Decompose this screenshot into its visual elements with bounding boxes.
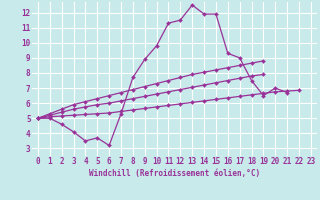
X-axis label: Windchill (Refroidissement éolien,°C): Windchill (Refroidissement éolien,°C) bbox=[89, 169, 260, 178]
